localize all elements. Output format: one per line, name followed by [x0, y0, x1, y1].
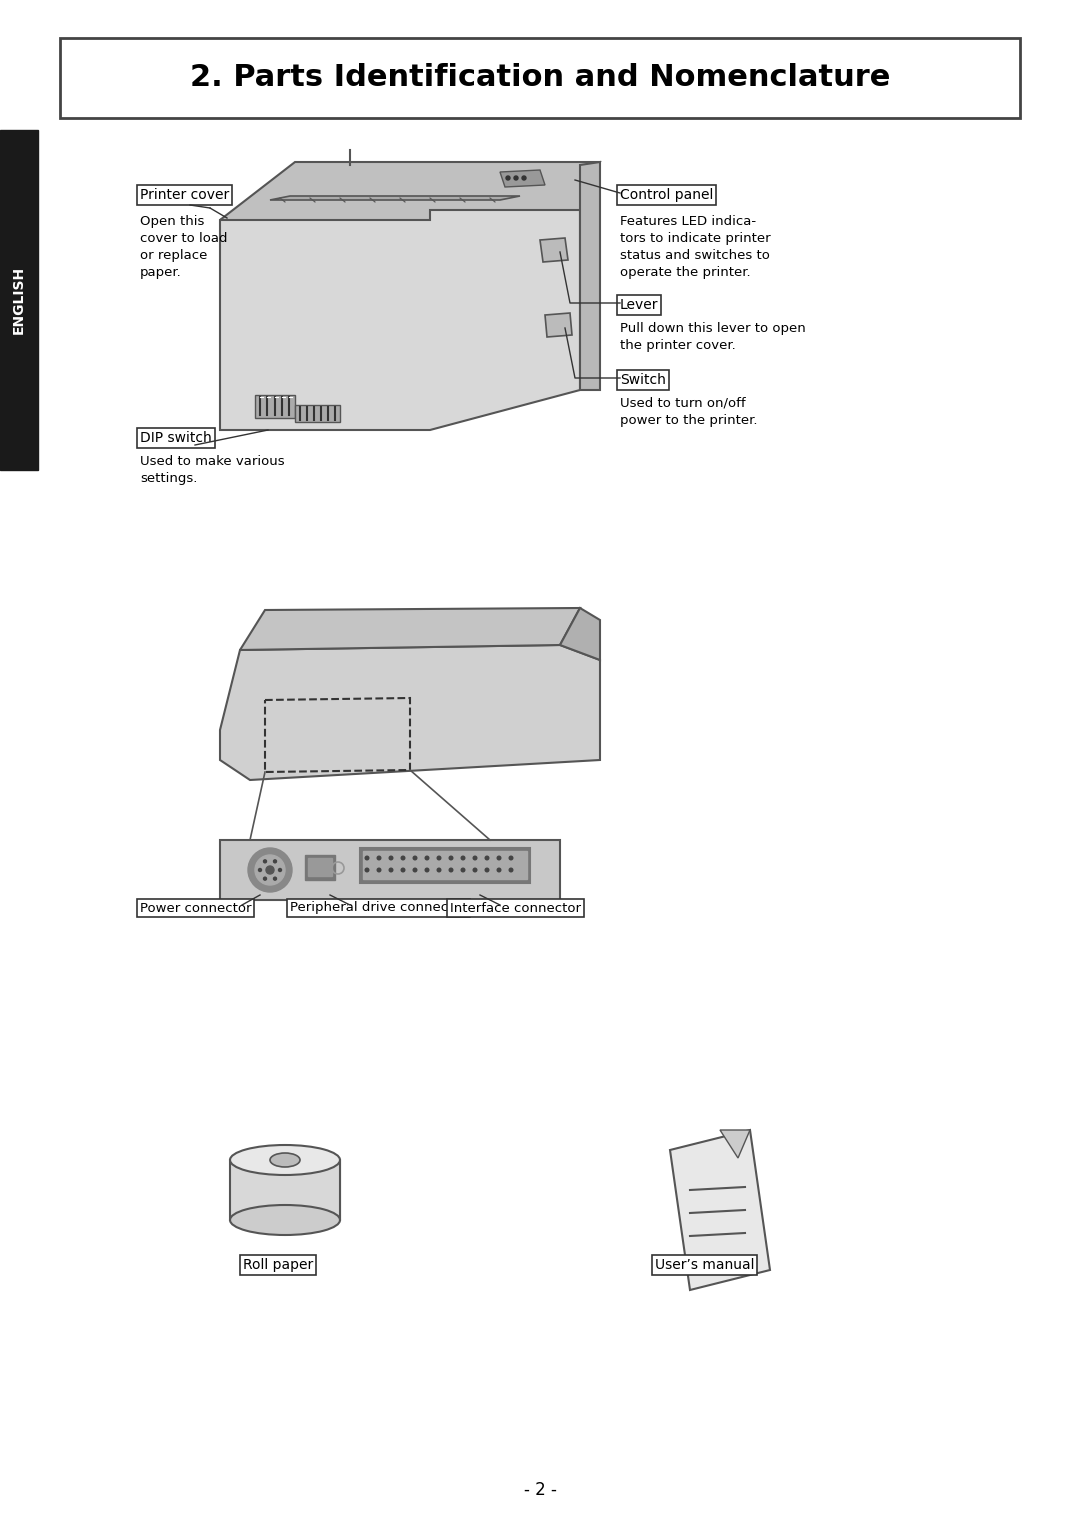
Circle shape: [389, 868, 393, 872]
Circle shape: [509, 856, 513, 859]
Circle shape: [473, 856, 476, 859]
Text: Interface connector: Interface connector: [450, 902, 581, 914]
Text: - 2 -: - 2 -: [524, 1482, 556, 1498]
Circle shape: [461, 868, 464, 872]
Polygon shape: [670, 1130, 770, 1290]
Circle shape: [273, 878, 276, 881]
Ellipse shape: [230, 1205, 340, 1235]
Text: Features LED indica-
tors to indicate printer
status and switches to
operate the: Features LED indica- tors to indicate pr…: [620, 216, 771, 278]
Circle shape: [248, 849, 292, 891]
Text: DIP switch: DIP switch: [140, 431, 212, 445]
Polygon shape: [500, 170, 545, 187]
Polygon shape: [255, 394, 295, 417]
Circle shape: [497, 856, 501, 859]
Circle shape: [273, 859, 276, 862]
Circle shape: [426, 856, 429, 859]
Circle shape: [522, 176, 526, 180]
Circle shape: [414, 856, 417, 859]
Text: Power connector: Power connector: [140, 902, 252, 914]
Text: Used to turn on/off
power to the printer.: Used to turn on/off power to the printer…: [620, 398, 757, 427]
Polygon shape: [220, 839, 561, 901]
Polygon shape: [270, 196, 519, 200]
Circle shape: [485, 868, 489, 872]
Circle shape: [509, 868, 513, 872]
Text: Roll paper: Roll paper: [243, 1258, 313, 1272]
Circle shape: [258, 868, 261, 872]
Text: Open this
cover to load
or replace
paper.: Open this cover to load or replace paper…: [140, 216, 228, 278]
Text: Switch: Switch: [620, 373, 666, 387]
Polygon shape: [561, 609, 600, 661]
Circle shape: [279, 868, 282, 872]
Text: Lever: Lever: [620, 298, 659, 312]
Bar: [0, 130, 38, 469]
Circle shape: [255, 855, 285, 885]
Circle shape: [461, 856, 464, 859]
Text: ENGLISH: ENGLISH: [12, 266, 26, 333]
Text: Pull down this lever to open
the printer cover.: Pull down this lever to open the printer…: [620, 323, 806, 352]
Circle shape: [437, 868, 441, 872]
Circle shape: [266, 865, 274, 875]
Circle shape: [264, 859, 267, 862]
Circle shape: [389, 856, 393, 859]
Polygon shape: [720, 1130, 750, 1157]
Bar: [305, 855, 335, 881]
Polygon shape: [580, 162, 600, 390]
Text: User’s manual: User’s manual: [654, 1258, 755, 1272]
Circle shape: [414, 868, 417, 872]
Circle shape: [377, 856, 381, 859]
Circle shape: [497, 868, 501, 872]
Text: Peripheral drive connector: Peripheral drive connector: [291, 902, 467, 914]
Circle shape: [426, 868, 429, 872]
Circle shape: [401, 856, 405, 859]
Circle shape: [365, 856, 368, 859]
Circle shape: [365, 868, 368, 872]
Polygon shape: [295, 405, 340, 422]
Circle shape: [514, 176, 518, 180]
Circle shape: [507, 176, 510, 180]
Circle shape: [437, 856, 441, 859]
Circle shape: [473, 868, 476, 872]
Text: 2. Parts Identification and Nomenclature: 2. Parts Identification and Nomenclature: [190, 64, 890, 92]
Circle shape: [401, 868, 405, 872]
Bar: [308, 858, 332, 876]
Bar: [360, 849, 530, 884]
Text: Control panel: Control panel: [620, 188, 714, 202]
Bar: [363, 852, 527, 879]
Circle shape: [485, 856, 489, 859]
Circle shape: [449, 868, 453, 872]
Bar: [230, 1161, 340, 1220]
Polygon shape: [220, 165, 580, 430]
Text: Printer cover: Printer cover: [140, 188, 229, 202]
Polygon shape: [220, 645, 600, 780]
Ellipse shape: [230, 1145, 340, 1174]
FancyBboxPatch shape: [60, 38, 1020, 118]
Circle shape: [449, 856, 453, 859]
Ellipse shape: [270, 1153, 300, 1167]
Polygon shape: [540, 239, 568, 261]
Text: Used to make various
settings.: Used to make various settings.: [140, 456, 285, 485]
Circle shape: [264, 878, 267, 881]
Polygon shape: [240, 609, 580, 650]
Circle shape: [377, 868, 381, 872]
Polygon shape: [545, 313, 572, 336]
Polygon shape: [220, 162, 600, 220]
